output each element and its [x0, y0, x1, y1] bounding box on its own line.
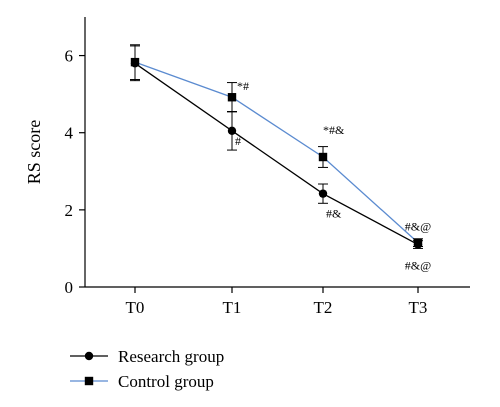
- legend-marker: [84, 376, 94, 386]
- x-tick-label: T0: [126, 298, 145, 317]
- data-point-research: [227, 126, 237, 135]
- series-line-control: [134, 61, 419, 244]
- significance-annotation: #&: [326, 207, 342, 221]
- y-ticks: 0 2 4 6: [65, 47, 85, 297]
- legend: Research group Control group: [70, 347, 224, 391]
- data-point-control: [318, 152, 328, 162]
- data-point-research: [318, 189, 328, 198]
- legend-marker: [84, 351, 94, 361]
- legend-label: Control group: [118, 372, 214, 391]
- significance-annotation: *#: [237, 79, 249, 93]
- y-tick-label: 4: [65, 124, 74, 143]
- y-tick-label: 2: [65, 201, 74, 220]
- legend-item-research: Research group: [70, 347, 224, 366]
- significance-annotation: #: [235, 134, 241, 148]
- x-tick-label: T2: [314, 298, 333, 317]
- data-point-control: [130, 57, 140, 67]
- significance-annotation: *#&: [323, 123, 345, 137]
- significance-annotation: #&@: [405, 259, 431, 273]
- series-line-research: [134, 62, 419, 246]
- x-ticks: T0 T1 T2 T3: [126, 287, 428, 317]
- legend-item-control: Control group: [70, 372, 214, 391]
- data-point-control: [413, 238, 423, 247]
- legend-label: Research group: [118, 347, 224, 366]
- plot-area: RS score 0 2 4 6 T0 T1 T2 T3 # #& #&@ *# *#& #&@: [24, 17, 470, 317]
- series-control: [130, 44, 423, 247]
- x-tick-label: T3: [409, 298, 428, 317]
- series-layer: # #& #&@ *# *#& #&@: [130, 44, 431, 273]
- significance-annotation: #&@: [405, 220, 431, 234]
- data-point-control: [227, 93, 237, 102]
- y-axis-label: RS score: [24, 120, 44, 185]
- y-tick-label: 6: [65, 47, 74, 66]
- y-tick-label: 0: [65, 278, 74, 297]
- x-tick-label: T1: [223, 298, 242, 317]
